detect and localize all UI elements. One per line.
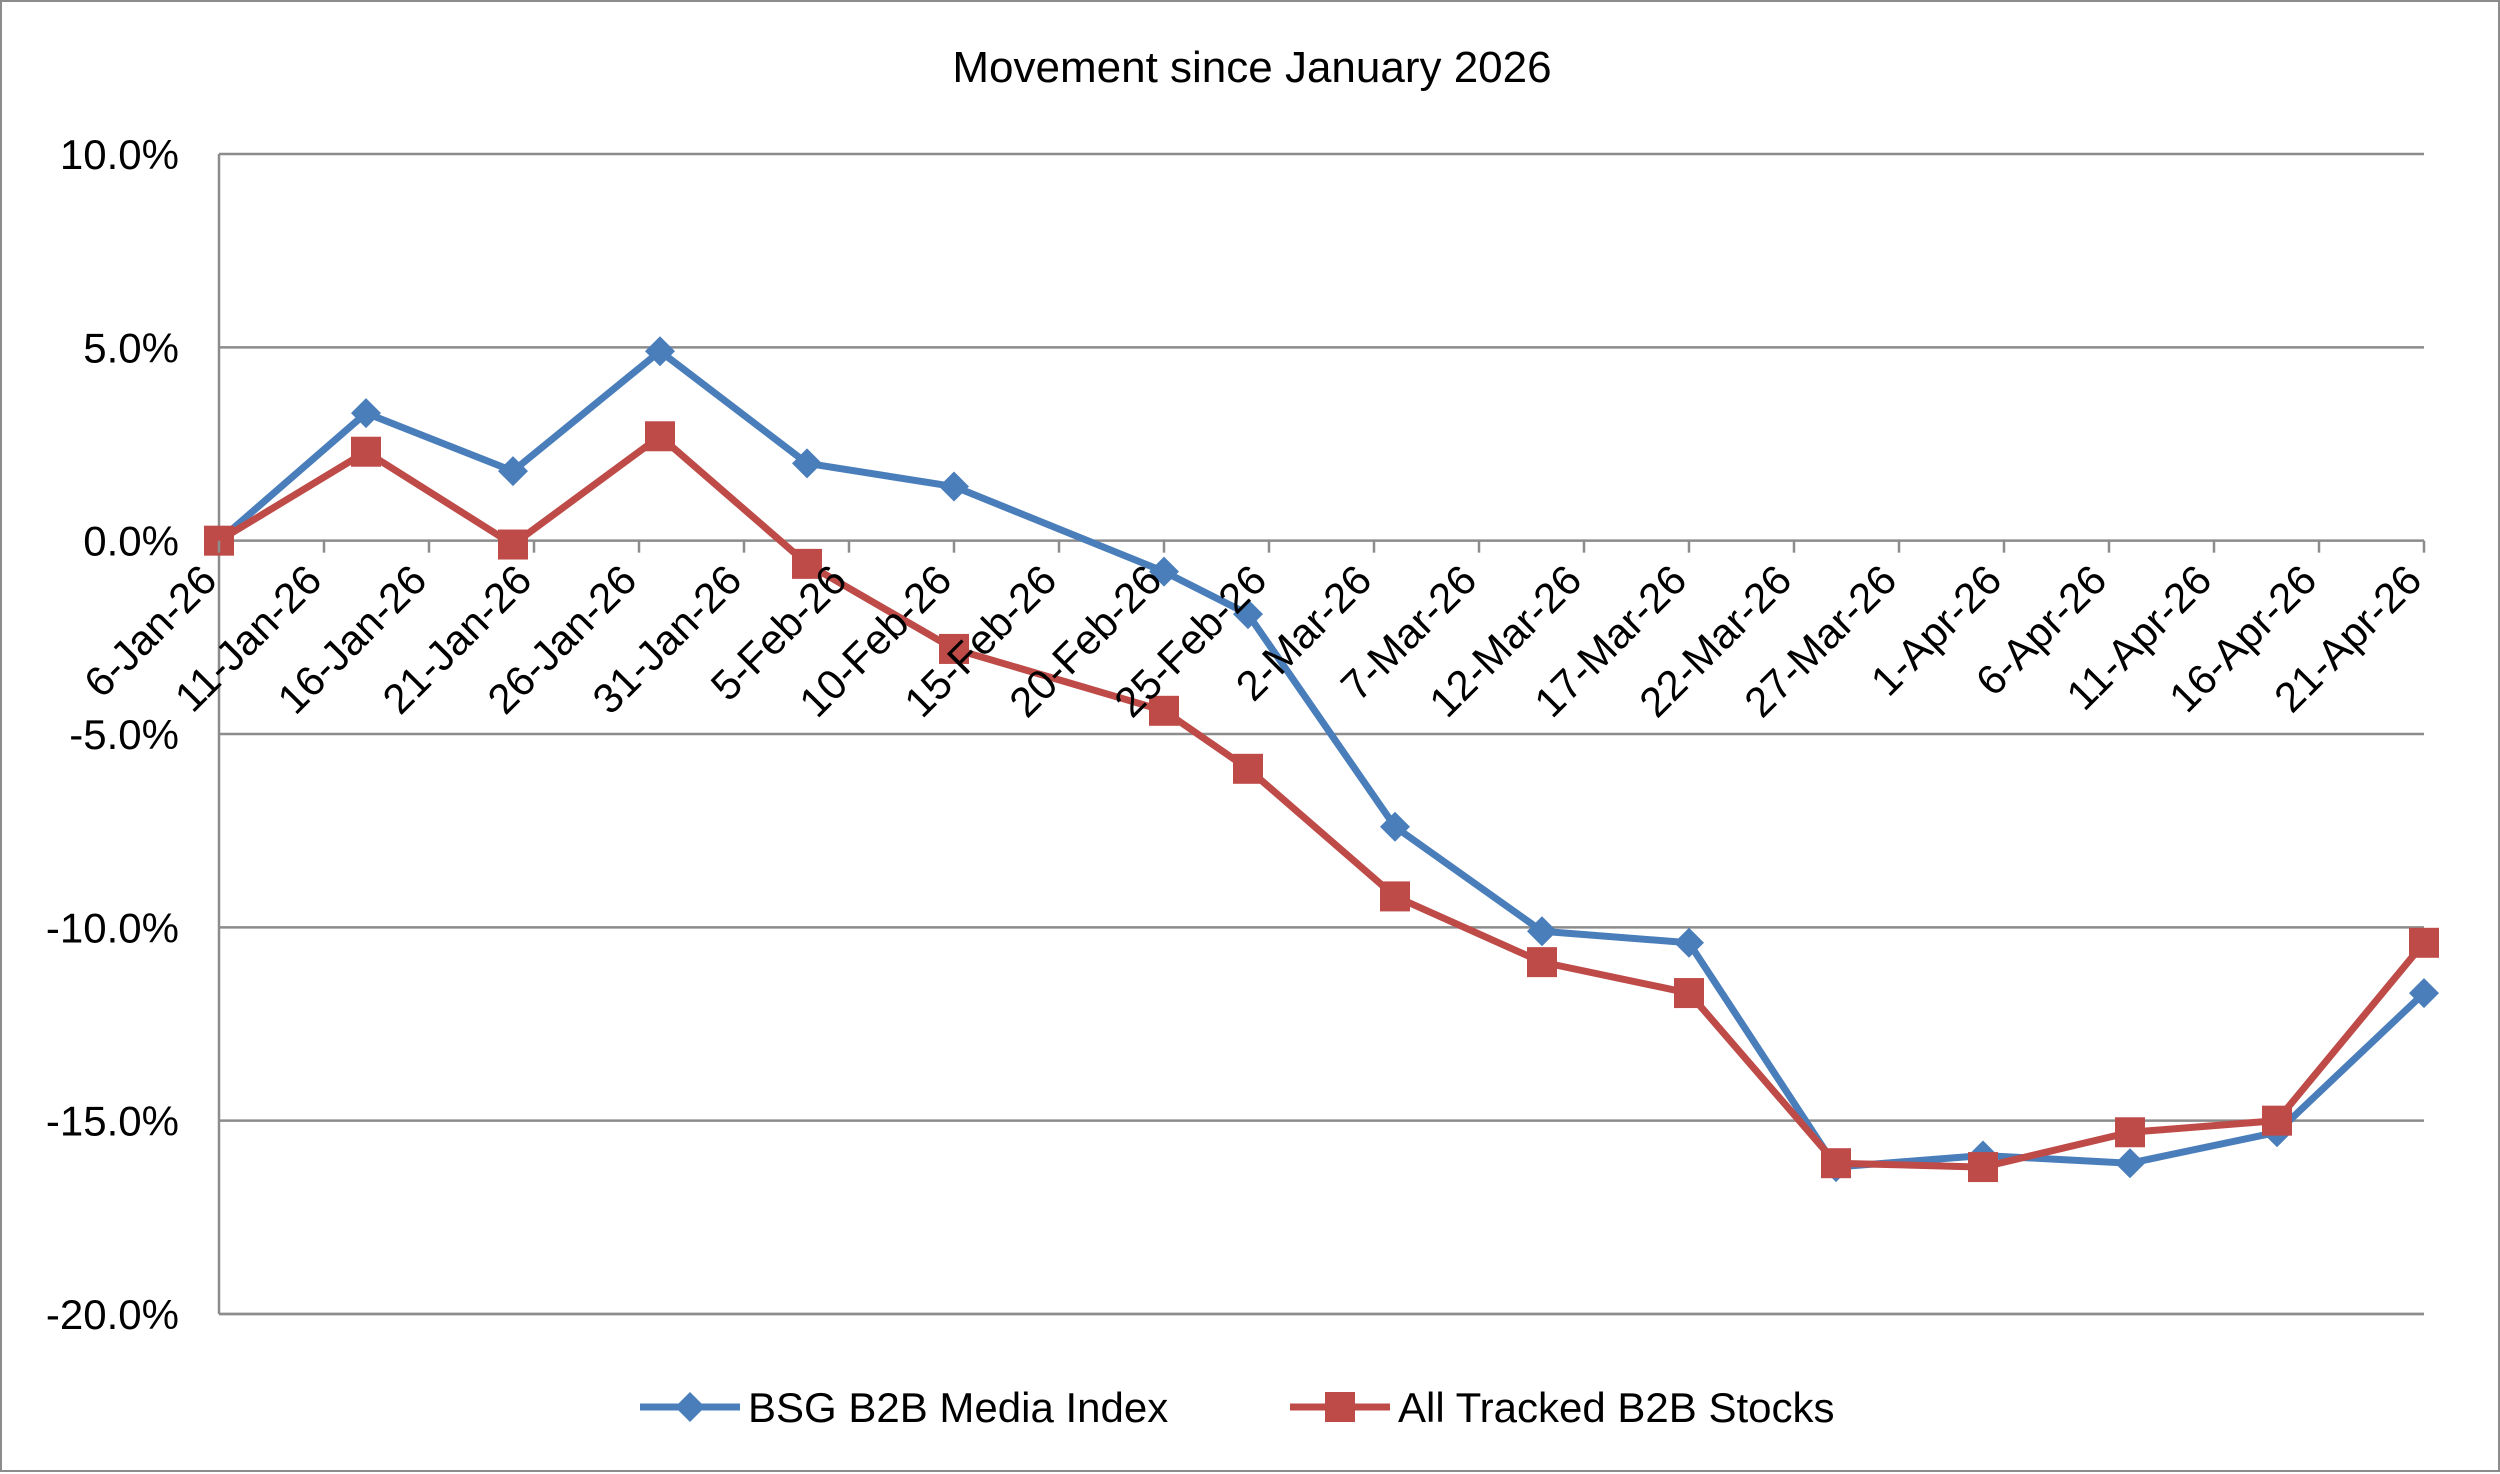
data-point-diamond [1527, 916, 1557, 947]
series-line [217, 432, 2427, 1171]
data-point-square [1149, 695, 1179, 726]
y-tick-label: -5.0% [69, 711, 179, 758]
data-point-diamond [1674, 927, 1704, 958]
y-tick-label: -10.0% [46, 904, 179, 951]
data-point-square [2115, 1117, 2145, 1148]
y-tick-label: 10.0% [60, 131, 179, 178]
legend-item-1: All Tracked B2B Stocks [1290, 1384, 1835, 1431]
data-point-square [2409, 927, 2439, 958]
data-point-square [645, 421, 675, 452]
legend: BSG B2B Media Index All Tracked B2B Stock… [640, 1384, 1835, 1431]
data-point-diamond [2409, 978, 2439, 1009]
data-point-square [1968, 1152, 1998, 1183]
data-point-square [939, 633, 969, 664]
y-tick-label: -20.0% [46, 1291, 179, 1338]
data-point-diamond [351, 398, 381, 429]
legend-label: BSG B2B Media Index [748, 1384, 1168, 1431]
data-point-square [1674, 978, 1704, 1009]
data-point-square [1527, 947, 1557, 978]
y-tick-label: 5.0% [83, 324, 179, 371]
data-point-square [792, 548, 822, 579]
data-point-diamond [498, 456, 528, 487]
data-point-diamond [675, 1392, 705, 1422]
series-line [216, 347, 2427, 1171]
x-axis-ticks: 6-Jan-2611-Jan-2616-Jan-2621-Jan-2626-Ja… [75, 540, 2430, 726]
data-point-square [1380, 881, 1410, 912]
y-tick-label: -15.0% [46, 1098, 179, 1145]
legend-label: All Tracked B2B Stocks [1398, 1384, 1835, 1431]
data-point-diamond [2115, 1148, 2145, 1179]
legend-item-0: BSG B2B Media Index [640, 1384, 1168, 1431]
data-point-diamond [792, 448, 822, 479]
data-point-diamond [1380, 811, 1410, 842]
series-layer [204, 336, 2439, 1183]
y-tick-label: 0.0% [83, 518, 179, 565]
data-point-square [498, 529, 528, 560]
data-point-square [1325, 1392, 1355, 1422]
data-point-square [1821, 1148, 1851, 1179]
data-point-square [351, 436, 381, 467]
series-0 [204, 336, 2439, 1183]
data-point-square [1233, 753, 1263, 784]
chart-title: Movement since January 2026 [952, 43, 1551, 92]
data-point-diamond [645, 336, 675, 367]
data-point-diamond [1149, 556, 1179, 587]
axes [217, 154, 2424, 1316]
data-point-square [2262, 1105, 2292, 1136]
data-point-diamond [1233, 599, 1263, 630]
series-1 [204, 421, 2439, 1183]
data-point-diamond [939, 471, 969, 502]
y-axis-ticks: 10.0% 5.0% 0.0% -5.0% -10.0% -15.0% -20.0% [46, 131, 179, 1338]
